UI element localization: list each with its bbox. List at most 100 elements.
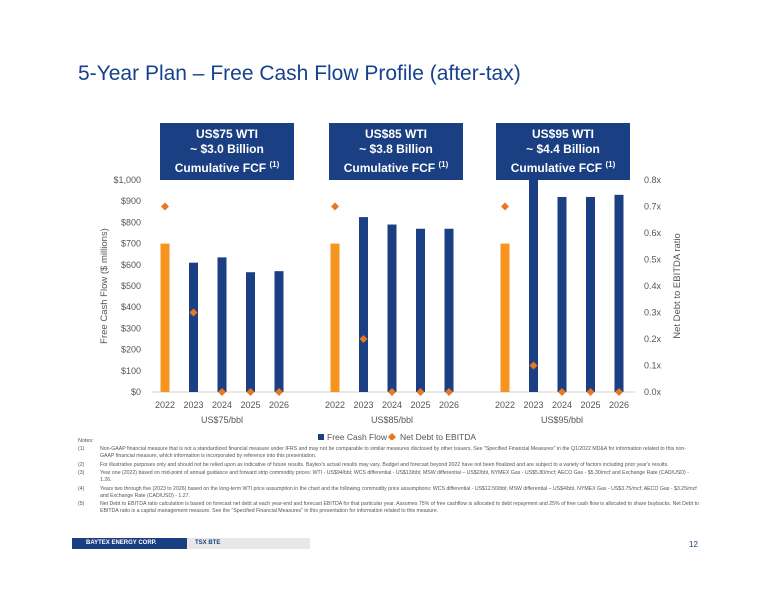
footer-bar: BAYTEX ENERGY CORP. TSX BTE <box>72 538 310 549</box>
legend-label-net-debt: Net Debt to EBITDA <box>400 432 476 440</box>
callout-85-wti: US$85 WTI ~ $3.8 Billion Cumulative FCF … <box>329 123 463 180</box>
ticker: TSX BTE <box>195 540 221 546</box>
x-tick-label: 2026 <box>269 400 289 410</box>
net-debt-marker <box>501 202 509 211</box>
y2-tick-label: 0.7x <box>644 202 662 212</box>
legend-swatch-fcf <box>318 434 324 440</box>
fcf-bar <box>330 243 340 392</box>
notes: Notes: (1) Non-GAAP financial measure tha… <box>78 438 700 517</box>
x-tick-label: 2023 <box>353 400 373 410</box>
fcf-chart: $0 $100 $200 $300 $400 $500 $600 $700 $800 $900 $1… <box>99 175 683 440</box>
callout-75-wti: US$75 WTI ~ $3.0 Billion Cumulative FCF … <box>160 123 294 180</box>
note-number: (1) <box>78 446 85 452</box>
note-item: (4) Years two through five (2023 to 2026)… <box>78 486 700 500</box>
callout-line2: ~ $3.0 Billion <box>190 142 264 156</box>
net-debt-marker <box>388 388 396 396</box>
y-tick-label: $600 <box>121 260 141 270</box>
x-tick-label: 2025 <box>580 400 600 410</box>
net-debt-marker <box>529 361 538 370</box>
note-item: (1) Non-GAAP financial measure that is no… <box>78 446 700 460</box>
fcf-bar <box>274 271 284 392</box>
callout-line3: Cumulative FCF <box>174 161 267 175</box>
x-tick-label: 2022 <box>155 400 175 410</box>
callout-footnote: (1) <box>269 160 280 169</box>
net-debt-marker <box>189 308 198 317</box>
y-axis-title: Free Cash Flow ($ millions) <box>99 228 110 344</box>
y-tick-label: $400 <box>121 302 141 312</box>
note-text: Non-GAAP financial measure that is not a… <box>100 446 687 459</box>
callout-line2: ~ $3.8 Billion <box>359 142 433 156</box>
ticker-badge: TSX BTE <box>187 538 310 549</box>
fcf-bar <box>444 228 454 392</box>
fcf-bar <box>500 243 510 392</box>
x-tick-label: 2026 <box>609 400 629 410</box>
note-text: Year one (2022) based on mid-point of an… <box>100 470 689 483</box>
x-tick-label: 2022 <box>325 400 345 410</box>
net-debt-marker <box>359 335 368 343</box>
net-debt-marker <box>615 388 623 396</box>
x-tick-label: 2022 <box>495 400 515 410</box>
x-tick-label: 2024 <box>382 400 402 410</box>
fcf-bar <box>387 224 397 392</box>
x-tick-label: 2024 <box>212 400 232 410</box>
fcf-bar <box>586 196 595 392</box>
callout-95-wti: US$95 WTI ~ $4.4 Billion Cumulative FCF … <box>496 123 630 180</box>
y-tick-label: $900 <box>121 196 141 206</box>
page-title: 5-Year Plan – Free Cash Flow Profile (af… <box>78 62 521 85</box>
fcf-bar <box>529 180 538 392</box>
fcf-bar <box>160 243 170 392</box>
x-tick-label: 2024 <box>552 400 572 410</box>
callout-footnote: (1) <box>438 160 449 169</box>
y2-tick-label: 0.5x <box>644 255 662 265</box>
y-tick-label: $700 <box>121 239 141 249</box>
group-label: US$85/bbl <box>371 415 413 425</box>
x-tick-label: 2023 <box>523 400 543 410</box>
note-text: Years two through five (2023 to 2026) ba… <box>100 485 697 499</box>
note-number: (5) <box>78 501 85 507</box>
callout-line3: Cumulative FCF <box>510 161 603 175</box>
net-debt-marker <box>586 388 595 396</box>
net-debt-marker <box>445 388 453 396</box>
x-tick-label: 2023 <box>183 400 203 410</box>
y2-tick-label: 0.1x <box>644 361 662 371</box>
legend-label-fcf: Free Cash Flow <box>327 432 388 440</box>
callout-line1: US$75 WTI <box>195 127 258 141</box>
note-text: Net Debt to EBITDA ratio calculation is … <box>100 501 699 514</box>
y-tick-label: $200 <box>121 345 141 355</box>
y2-tick-label: 0.3x <box>644 308 662 318</box>
fcf-bar <box>557 196 567 392</box>
y-tick-label: $800 <box>121 217 141 227</box>
y2-tick-label: 0.4x <box>644 281 662 291</box>
legend-swatch-net-debt <box>388 433 396 440</box>
callout-line1: US$95 WTI <box>531 127 594 141</box>
callout-line2: ~ $4.4 Billion <box>526 142 600 156</box>
note-number: (4) <box>78 485 85 492</box>
note-number: (3) <box>78 470 85 476</box>
callout-line1: US$85 WTI <box>364 127 427 141</box>
fcf-bar <box>189 262 198 392</box>
callout-line3: Cumulative FCF <box>343 161 436 175</box>
fcf-bar <box>359 217 368 392</box>
net-debt-marker <box>246 388 255 396</box>
x-tick-label: 2025 <box>240 400 260 410</box>
fcf-bar <box>217 257 227 392</box>
group-label: US$95/bbl <box>541 415 583 425</box>
x-tick-label: 2025 <box>410 400 430 410</box>
callout-footnote: (1) <box>605 160 616 169</box>
y2-tick-label: 0.6x <box>644 228 662 238</box>
y2-axis-title: Net Debt to EBITDA ratio <box>672 233 683 339</box>
note-number: (2) <box>78 461 85 468</box>
y2-tick-label: 0.8x <box>644 175 662 185</box>
y-tick-label: $100 <box>121 366 141 376</box>
note-item: (3) Year one (2022) based on mid-point of… <box>78 470 700 484</box>
net-debt-marker <box>558 388 566 396</box>
y-tick-label: $500 <box>121 281 141 291</box>
note-item: (5) Net Debt to EBITDA ratio calculation … <box>78 501 700 515</box>
notes-label: Notes: <box>78 438 94 444</box>
note-text: For illustrative purposes only and shoul… <box>100 461 669 468</box>
fcf-bar <box>416 228 425 392</box>
y2-tick-label: 0.0x <box>644 387 662 397</box>
group-label: US$75/bbl <box>201 415 243 425</box>
company-name: BAYTEX ENERGY CORP. <box>72 538 187 549</box>
net-debt-marker <box>161 202 169 211</box>
